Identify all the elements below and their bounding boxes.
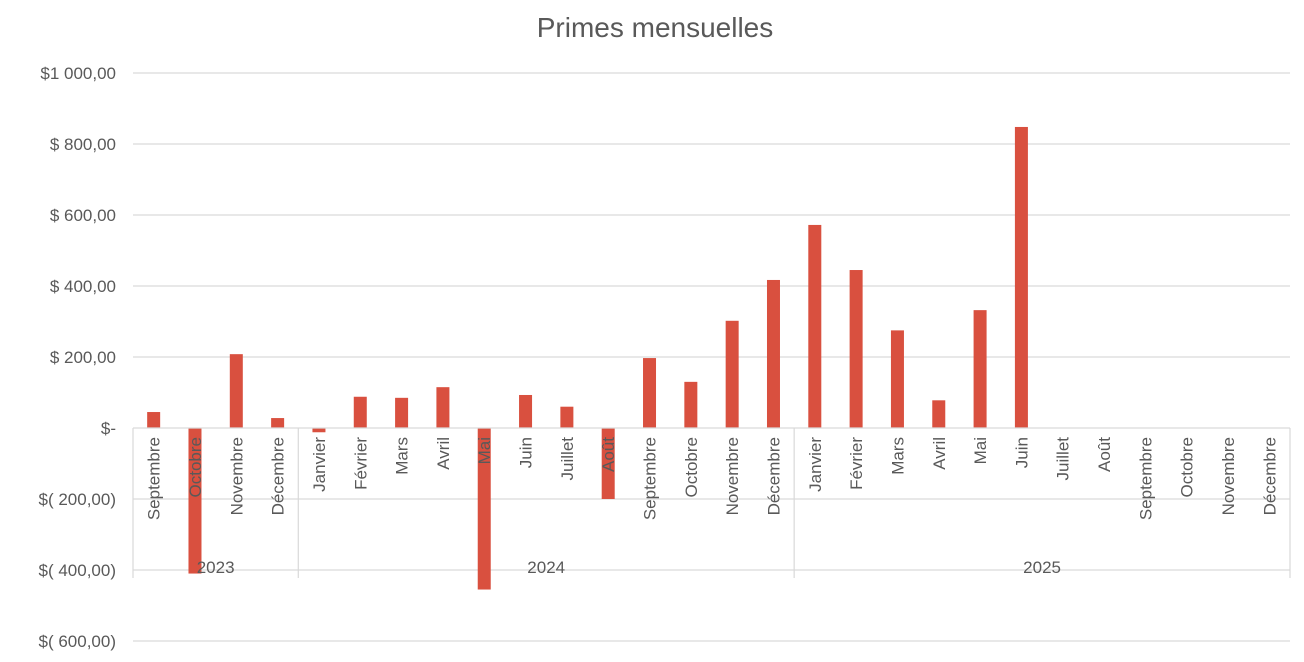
- x-tick-label: Janvier: [806, 437, 825, 492]
- bar: [353, 396, 367, 428]
- x-tick-label: Juin: [1012, 437, 1031, 468]
- x-tick-label: Mai: [475, 437, 494, 464]
- y-tick-label: $ 800,00: [50, 135, 116, 154]
- x-tick-label: Juillet: [558, 437, 577, 481]
- y-tick-label: $1 000,00: [40, 64, 116, 83]
- x-tick-label: Septembre: [641, 437, 660, 520]
- x-tick-label: Novembre: [227, 437, 246, 515]
- x-tick-label: Février: [847, 437, 866, 490]
- bar: [808, 224, 822, 428]
- x-tick-label: Août: [1095, 437, 1114, 472]
- y-tick-label: $-: [101, 419, 116, 438]
- bar: [973, 310, 987, 428]
- x-tick-label: Mars: [393, 437, 412, 475]
- y-axis-tick-labels: $1 000,00 $ 800,00 $ 600,00 $ 400,00 $ 200,0…: [39, 64, 117, 651]
- x-group-label: 2025: [1023, 558, 1061, 577]
- x-tick-label: Septembre: [1136, 437, 1155, 520]
- x-tick-label: Décembre: [764, 437, 783, 515]
- bar: [147, 412, 161, 428]
- x-tick-label: Février: [351, 437, 370, 490]
- bar: [229, 354, 243, 428]
- chart-title: Primes mensuelles: [537, 12, 774, 43]
- gridlines: [133, 72, 1290, 642]
- bar: [601, 428, 615, 499]
- bar: [766, 279, 780, 428]
- bar: [560, 406, 574, 428]
- x-tick-label: Avril: [434, 437, 453, 470]
- x-tick-label: Avril: [930, 437, 949, 470]
- bar: [725, 320, 739, 428]
- bar: [477, 428, 491, 590]
- x-tick-label: Octobre: [186, 437, 205, 497]
- x-tick-label: Mars: [888, 437, 907, 475]
- y-tick-label: $ 600,00: [50, 206, 116, 225]
- x-tick-label: Septembre: [145, 437, 164, 520]
- x-tick-label: Mai: [971, 437, 990, 464]
- bar: [890, 330, 904, 428]
- bar: [312, 428, 326, 433]
- x-tick-label: Janvier: [310, 437, 329, 492]
- bar: [519, 394, 533, 428]
- bar: [1014, 126, 1028, 429]
- x-tick-label: Juin: [517, 437, 536, 468]
- x-tick-label: Octobre: [682, 437, 701, 497]
- y-tick-label: $( 400,00): [39, 561, 117, 580]
- bars: [147, 126, 1028, 590]
- x-group-label: 2024: [527, 558, 565, 577]
- x-tick-label: Novembre: [723, 437, 742, 515]
- bar: [849, 270, 863, 428]
- bar: [271, 418, 285, 428]
- bar: [684, 381, 698, 428]
- bar: [932, 400, 946, 428]
- x-tick-label: Juillet: [1054, 437, 1073, 481]
- y-tick-label: $ 200,00: [50, 348, 116, 367]
- x-group-label: 2023: [197, 558, 235, 577]
- bar: [395, 397, 409, 428]
- y-tick-label: $( 200,00): [39, 490, 117, 509]
- bar: [188, 428, 202, 574]
- x-axis: 2023 2024 2025 Septembre Octobre Novembre Déce…: [132, 427, 1291, 578]
- y-tick-label: $( 600,00): [39, 632, 117, 651]
- x-tick-label: Novembre: [1219, 437, 1238, 515]
- x-tick-label: Octobre: [1178, 437, 1197, 497]
- x-tick-label: Août: [599, 437, 618, 472]
- x-tick-label: Décembre: [269, 437, 288, 515]
- bar: [643, 358, 657, 428]
- y-tick-label: $ 400,00: [50, 277, 116, 296]
- x-tick-label: Décembre: [1260, 437, 1279, 515]
- bar: [436, 387, 450, 428]
